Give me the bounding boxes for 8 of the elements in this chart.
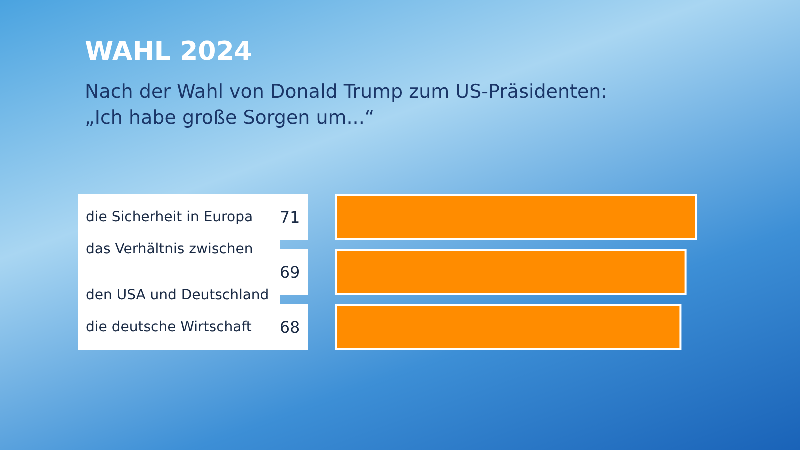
chart-title: WAHL 2024 [85, 37, 252, 67]
data-label: 71 [280, 208, 300, 227]
data-label: 68 [280, 318, 300, 337]
category-label: das Verhältnis zwischen den USA und Deutschland [86, 242, 270, 304]
data-label: 69 [280, 263, 300, 282]
y-tick-label: die Sicherheit in Europa [86, 210, 254, 226]
y-tick-label: die deutsche Wirtschaft [86, 320, 252, 336]
chart-subtitle: Nach der Wahl von Donald Trump zum US-Präsidenten: „Ich habe große Sorgen um...“ [85, 81, 608, 129]
